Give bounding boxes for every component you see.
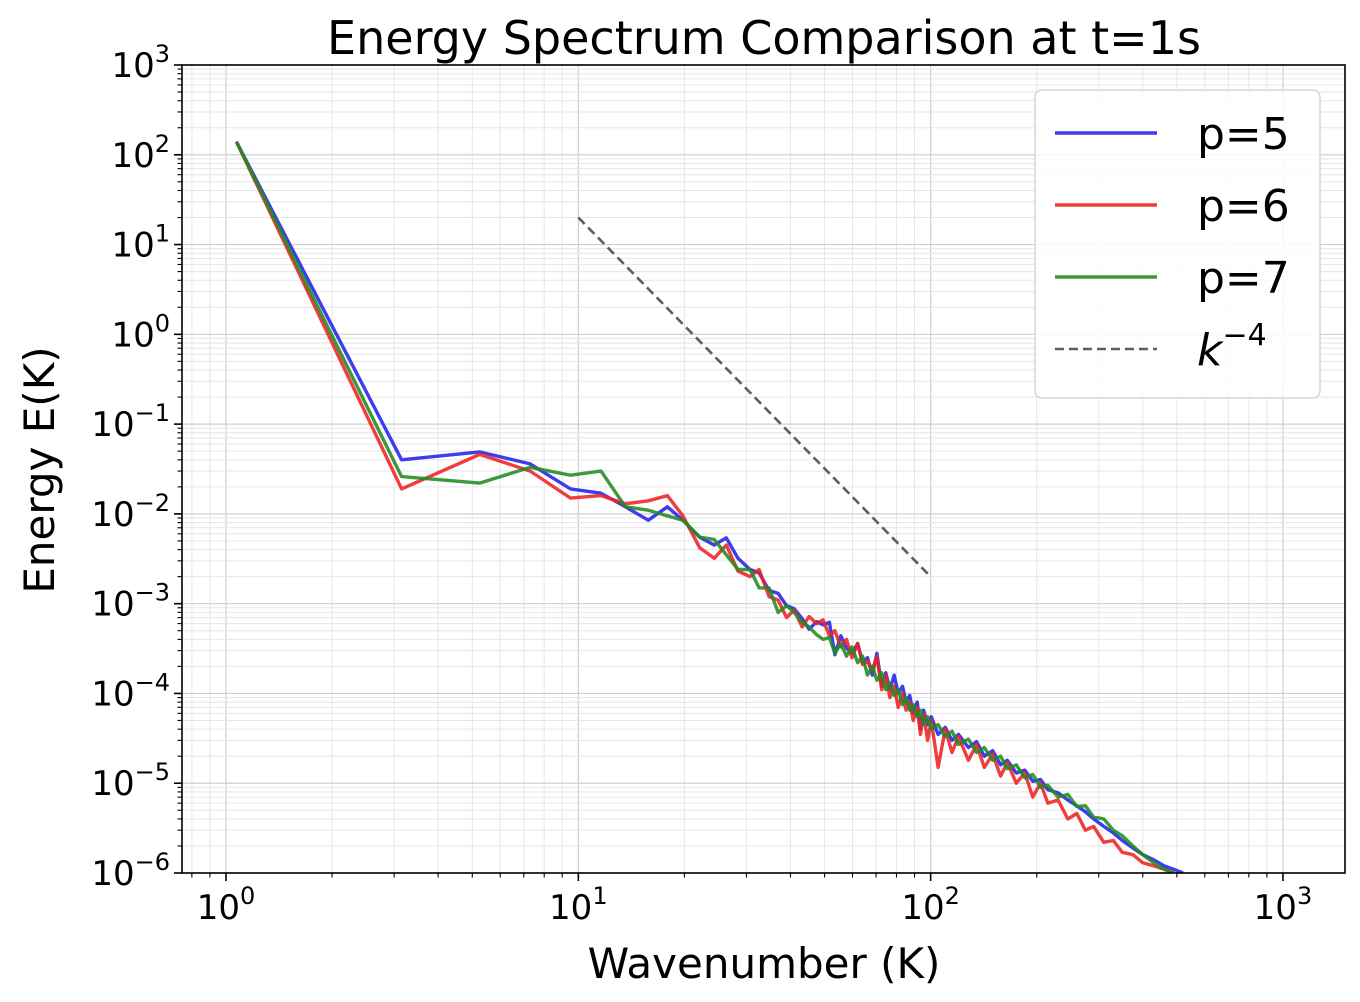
series-line-p-6 bbox=[234, 140, 1175, 873]
y-tick-label: 10−2 bbox=[91, 489, 170, 535]
y-tick-label: 10−3 bbox=[91, 579, 170, 625]
y-tick-label: 101 bbox=[111, 220, 170, 266]
series-line-p-7 bbox=[234, 140, 1175, 873]
axis-tick-labels: 100 101 102 103 10−6 10−5 10−4 10−3 10−2 10−1 100 1… bbox=[91, 40, 1312, 928]
y-tick-label: 102 bbox=[111, 130, 170, 176]
chart-title: Energy Spectrum Comparison at t=1s bbox=[327, 11, 1201, 65]
x-tick-label: 102 bbox=[901, 882, 960, 928]
y-tick-label: 10−5 bbox=[91, 758, 170, 804]
x-tick-label: 101 bbox=[549, 882, 608, 928]
legend-label: k−4 bbox=[1197, 318, 1267, 376]
plot-area bbox=[234, 140, 1184, 873]
legend-label: p=6 bbox=[1197, 181, 1290, 232]
y-tick-label: 10−1 bbox=[91, 399, 170, 445]
plot-frame bbox=[181, 64, 1346, 874]
axis-ticks bbox=[174, 64, 1284, 881]
legend-box bbox=[1034, 89, 1321, 399]
y-tick-label: 100 bbox=[111, 309, 170, 355]
y-axis-label: Energy E(K) bbox=[15, 346, 64, 593]
y-tick-label: 10−6 bbox=[91, 848, 170, 894]
legend-label: p=7 bbox=[1197, 253, 1290, 304]
legend-label: p=5 bbox=[1197, 109, 1290, 160]
x-tick-label: 100 bbox=[197, 882, 256, 928]
x-axis-label: Wavenumber (K) bbox=[588, 939, 941, 988]
grid-lines bbox=[182, 64, 1345, 874]
legend: p=5 p=6 p=7 k−4 bbox=[1034, 89, 1321, 399]
y-tick-label: 103 bbox=[111, 40, 170, 86]
y-tick-label: 10−4 bbox=[91, 668, 170, 714]
x-tick-label: 103 bbox=[1254, 882, 1313, 928]
